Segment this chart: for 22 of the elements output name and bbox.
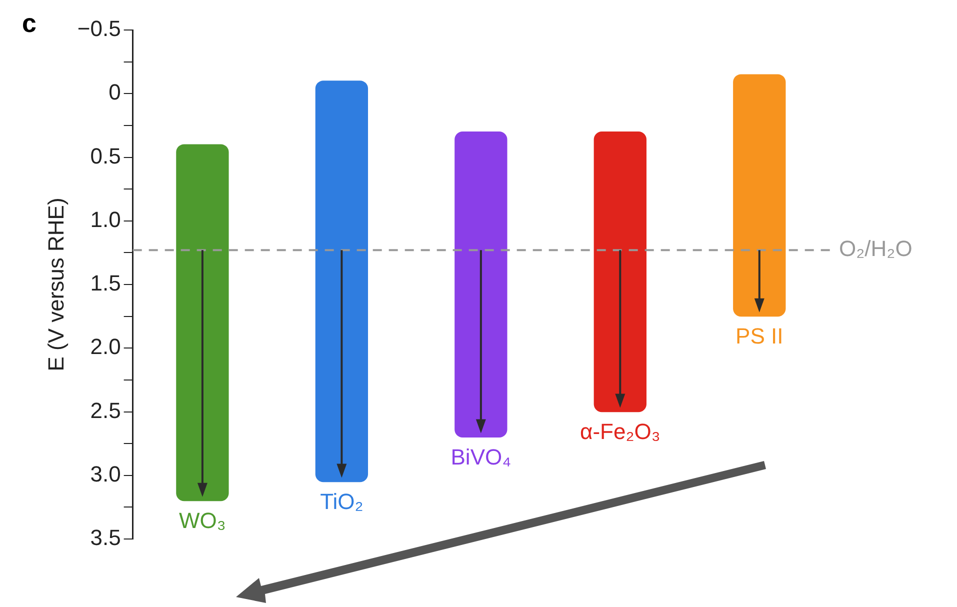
- y-tick-label: 3.0: [90, 461, 121, 486]
- x-tick-label: WO₃: [179, 508, 226, 533]
- y-tick-label: 0.5: [90, 143, 121, 168]
- ref-line-label: O₂/H₂O: [839, 236, 912, 262]
- bar: [594, 131, 646, 412]
- x-tick-label: BiVO₄: [450, 444, 512, 470]
- x-tick-label: PS II: [736, 323, 784, 348]
- y-tick-label: 0: [108, 80, 121, 105]
- y-tick-label: 2.0: [90, 334, 121, 360]
- y-tick-label: 1.0: [90, 206, 121, 232]
- bar: [733, 74, 786, 317]
- x-tick-label: α-Fe₂O₃: [580, 418, 660, 444]
- y-tick-label: 3.5: [90, 525, 121, 550]
- y-tick-label: 1.5: [90, 270, 121, 296]
- y-axis-title: E (V versus RHE): [43, 198, 68, 372]
- bar: [315, 80, 368, 482]
- text: c: [22, 8, 36, 38]
- bar: [176, 144, 229, 502]
- bar: [454, 131, 508, 438]
- y-tick-label: 2.5: [90, 398, 121, 423]
- x-tick-label: TiO₂: [320, 488, 364, 514]
- y-tick-label: −0.5: [77, 16, 121, 42]
